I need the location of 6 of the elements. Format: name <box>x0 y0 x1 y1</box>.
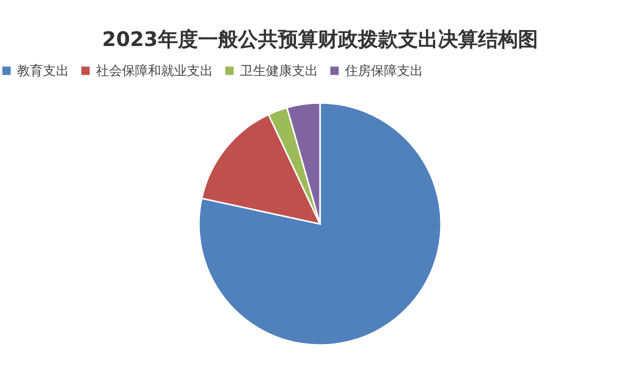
chart-title: 2023年度一般公共预算财政拨款支出决算结构图 <box>102 27 538 51</box>
legend-label: 住房保障支出 <box>344 62 423 79</box>
pie-slice <box>198 102 442 346</box>
legend-label: 卫生健康支出 <box>240 64 318 79</box>
legend-label: 教育支出 <box>17 62 69 79</box>
legend-label: 社会保障和就业支出 <box>96 64 213 79</box>
